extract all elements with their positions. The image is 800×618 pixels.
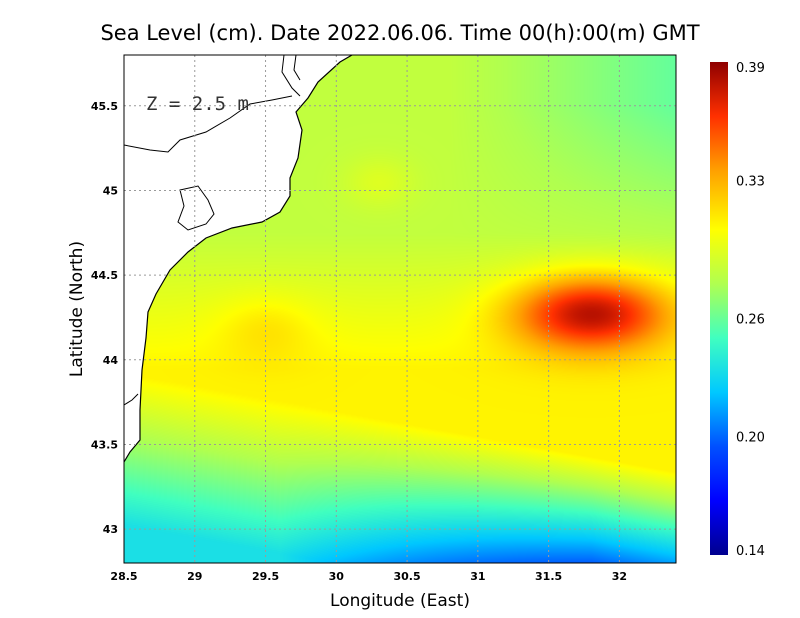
colorbar-tick-label: 0.14 xyxy=(736,544,765,559)
colorbar-labels: 0.39 0.33 0.26 0.20 0.14 xyxy=(736,61,765,559)
plot-frame xyxy=(123,54,677,564)
grid xyxy=(124,55,676,563)
y-tick-label: 43.5 xyxy=(91,438,118,451)
plot-area xyxy=(124,55,676,563)
chart-title: Sea Level (cm). Date 2022.06.06. Time 00… xyxy=(100,21,699,45)
x-tick-label: 30.5 xyxy=(394,570,421,583)
x-tick-label: 28.5 xyxy=(110,570,137,583)
y-tick-label: 44 xyxy=(103,354,119,367)
inland-lake-north xyxy=(281,55,301,97)
x-tick-label: 30 xyxy=(329,570,345,583)
inland-lake xyxy=(177,185,215,231)
y-tick-label: 44.5 xyxy=(91,269,118,282)
colorbar-tick-label: 0.20 xyxy=(736,431,765,446)
land-mask xyxy=(124,55,352,462)
x-tick-label: 31.5 xyxy=(535,570,562,583)
x-axis-title: Longitude (East) xyxy=(330,591,470,611)
y-tick-label: 45.5 xyxy=(91,100,118,113)
depth-annotation: Z = 2.5 m xyxy=(146,93,249,115)
y-tick-label: 43 xyxy=(103,523,118,536)
colorbar xyxy=(710,62,728,555)
inland-border xyxy=(124,95,293,153)
inland-border-south xyxy=(124,393,139,406)
tick-labels: 28.5 29 29.5 30 30.5 31 31.5 32 43 43.5 44 44.5 45 45… xyxy=(91,100,627,583)
x-tick-label: 32 xyxy=(612,570,627,583)
x-tick-label: 29 xyxy=(187,570,202,583)
x-tick-label: 29.5 xyxy=(252,570,279,583)
x-tick-label: 31 xyxy=(470,570,485,583)
colorbar-tick-label: 0.33 xyxy=(736,174,765,189)
y-axis-title: Latitude (North) xyxy=(67,241,87,377)
colorbar-tick-label: 0.39 xyxy=(736,61,765,76)
y-tick-label: 45 xyxy=(103,184,118,197)
coastline xyxy=(124,55,353,463)
colorbar-tick-label: 0.26 xyxy=(736,312,765,327)
